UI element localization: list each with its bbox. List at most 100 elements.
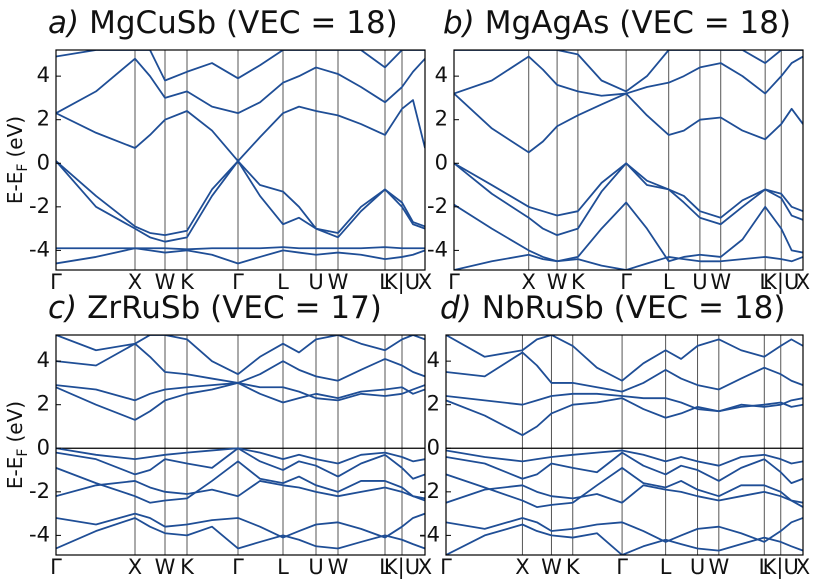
plot-frame bbox=[453, 49, 804, 271]
x-tick-label: L bbox=[663, 270, 675, 294]
x-tick-label: X bbox=[796, 555, 810, 579]
x-tick-label: X bbox=[128, 555, 142, 579]
x-tick-label: X bbox=[515, 555, 529, 579]
y-tick-label: -4 bbox=[427, 237, 448, 261]
x-tick-label: Γ bbox=[232, 270, 244, 294]
x-tick-label: U bbox=[692, 270, 707, 294]
band-line bbox=[454, 55, 803, 97]
x-tick-label: W bbox=[328, 270, 349, 294]
band-line bbox=[56, 382, 425, 421]
band-line bbox=[56, 517, 425, 550]
band-line bbox=[56, 335, 425, 376]
y-tick-label: 0 bbox=[435, 150, 448, 174]
x-tick-label: X bbox=[418, 555, 432, 579]
y-tick-label: -2 bbox=[419, 479, 440, 503]
band-line bbox=[56, 460, 425, 504]
y-tick-label: 2 bbox=[427, 392, 440, 416]
x-tick-label: L bbox=[277, 555, 289, 579]
band-line bbox=[454, 201, 803, 263]
band-line bbox=[446, 517, 803, 543]
x-tick-label: Γ bbox=[448, 270, 460, 294]
panel-label: b) bbox=[443, 5, 475, 41]
x-tick-label: Γ bbox=[50, 555, 62, 579]
panel-label: a) bbox=[48, 5, 79, 41]
band-line bbox=[454, 92, 803, 154]
y-tick-label: 0 bbox=[37, 150, 50, 174]
x-tick-label: K bbox=[566, 555, 581, 579]
x-tick-label: K|U bbox=[763, 270, 799, 295]
x-tick-label: W bbox=[155, 555, 176, 579]
x-tick-label: L bbox=[759, 270, 771, 294]
x-tick-label: W bbox=[547, 270, 568, 294]
y-label-main: E-E bbox=[3, 172, 27, 205]
x-tick-label: L bbox=[758, 555, 770, 579]
x-tick-label: U bbox=[308, 555, 323, 579]
band-line bbox=[56, 447, 425, 465]
band-line bbox=[56, 160, 425, 237]
band-line bbox=[56, 50, 425, 82]
band-line bbox=[56, 382, 425, 402]
plot-area bbox=[454, 50, 803, 270]
x-tick-label: W bbox=[541, 555, 562, 579]
x-tick-label: K|U bbox=[763, 555, 799, 580]
plot-frame bbox=[445, 334, 804, 556]
band-line bbox=[446, 351, 803, 393]
x-tick-label: W bbox=[710, 270, 731, 294]
band-line bbox=[56, 247, 425, 265]
y-label-unit: (eV) bbox=[3, 401, 27, 443]
panel-title-text: MgAgAs (VEC = 18) bbox=[485, 5, 791, 41]
x-tick-label: X bbox=[128, 270, 142, 294]
panel-label: c) bbox=[48, 290, 77, 326]
y-tick-label: -4 bbox=[29, 237, 50, 261]
band-line bbox=[446, 397, 803, 437]
panel: a) MgCuSb (VEC = 18)E-EF(eV)Γ X W K Γ L U W LK|UX… bbox=[3, 5, 432, 295]
plot-area bbox=[56, 50, 425, 270]
panel-title: c) ZrRuSb (VEC = 17) bbox=[48, 290, 382, 326]
x-tick-label: Γ bbox=[232, 555, 244, 579]
y-tick-label: -2 bbox=[427, 194, 448, 218]
y-axis-label: E-EF (eV) bbox=[3, 401, 31, 489]
x-tick-label: K bbox=[180, 555, 195, 579]
y-tick-label: 0 bbox=[37, 435, 50, 459]
y-tick-label: 4 bbox=[427, 348, 440, 372]
y-tick-label: 2 bbox=[435, 107, 448, 131]
panel-title-text: NbRuSb (VEC = 18) bbox=[482, 290, 786, 326]
y-tick-label: -4 bbox=[29, 522, 50, 546]
y-tick-label: -2 bbox=[29, 194, 50, 218]
x-tick-label: Γ bbox=[50, 270, 62, 294]
panel-title-text: ZrRuSb (VEC = 17) bbox=[87, 290, 382, 326]
band-line bbox=[454, 253, 803, 270]
band-line bbox=[446, 335, 803, 382]
x-tick-label: U bbox=[308, 270, 323, 294]
x-tick-label: K bbox=[571, 270, 586, 294]
band-line bbox=[446, 484, 803, 508]
x-tick-label: W bbox=[155, 270, 176, 294]
panel-title: d) NbRuSb (VEC = 18) bbox=[440, 290, 785, 326]
y-tick-label: 4 bbox=[37, 348, 50, 372]
panel: c) ZrRuSb (VEC = 17)E-EF(eV)Γ X W K Γ L U W LK|UX… bbox=[3, 290, 432, 580]
x-tick-label: L bbox=[379, 270, 391, 294]
x-tick-label: W bbox=[708, 555, 729, 579]
y-label-main: E-E bbox=[3, 457, 27, 490]
x-tick-label: L bbox=[379, 555, 391, 579]
panel-title: a) MgCuSb (VEC = 18) bbox=[48, 5, 398, 41]
band-line bbox=[446, 523, 803, 555]
y-label-sub: F bbox=[15, 164, 31, 172]
y-tick-label: 4 bbox=[435, 63, 448, 87]
x-tick-label: Γ bbox=[620, 270, 632, 294]
plot-area bbox=[56, 335, 425, 555]
panel-title: b) MgAgAs (VEC = 18) bbox=[443, 5, 791, 41]
y-axis-label: E-EF (eV) bbox=[3, 116, 31, 204]
band-line bbox=[56, 99, 425, 162]
band-line bbox=[56, 57, 425, 115]
x-tick-label: U bbox=[690, 555, 705, 579]
band-line bbox=[446, 466, 803, 508]
x-tick-label: Γ bbox=[440, 555, 452, 579]
band-line bbox=[446, 392, 803, 413]
plot-area bbox=[446, 335, 803, 555]
x-tick-label: K|U bbox=[384, 555, 420, 580]
x-tick-label: X bbox=[418, 270, 432, 294]
band-line bbox=[56, 246, 425, 251]
